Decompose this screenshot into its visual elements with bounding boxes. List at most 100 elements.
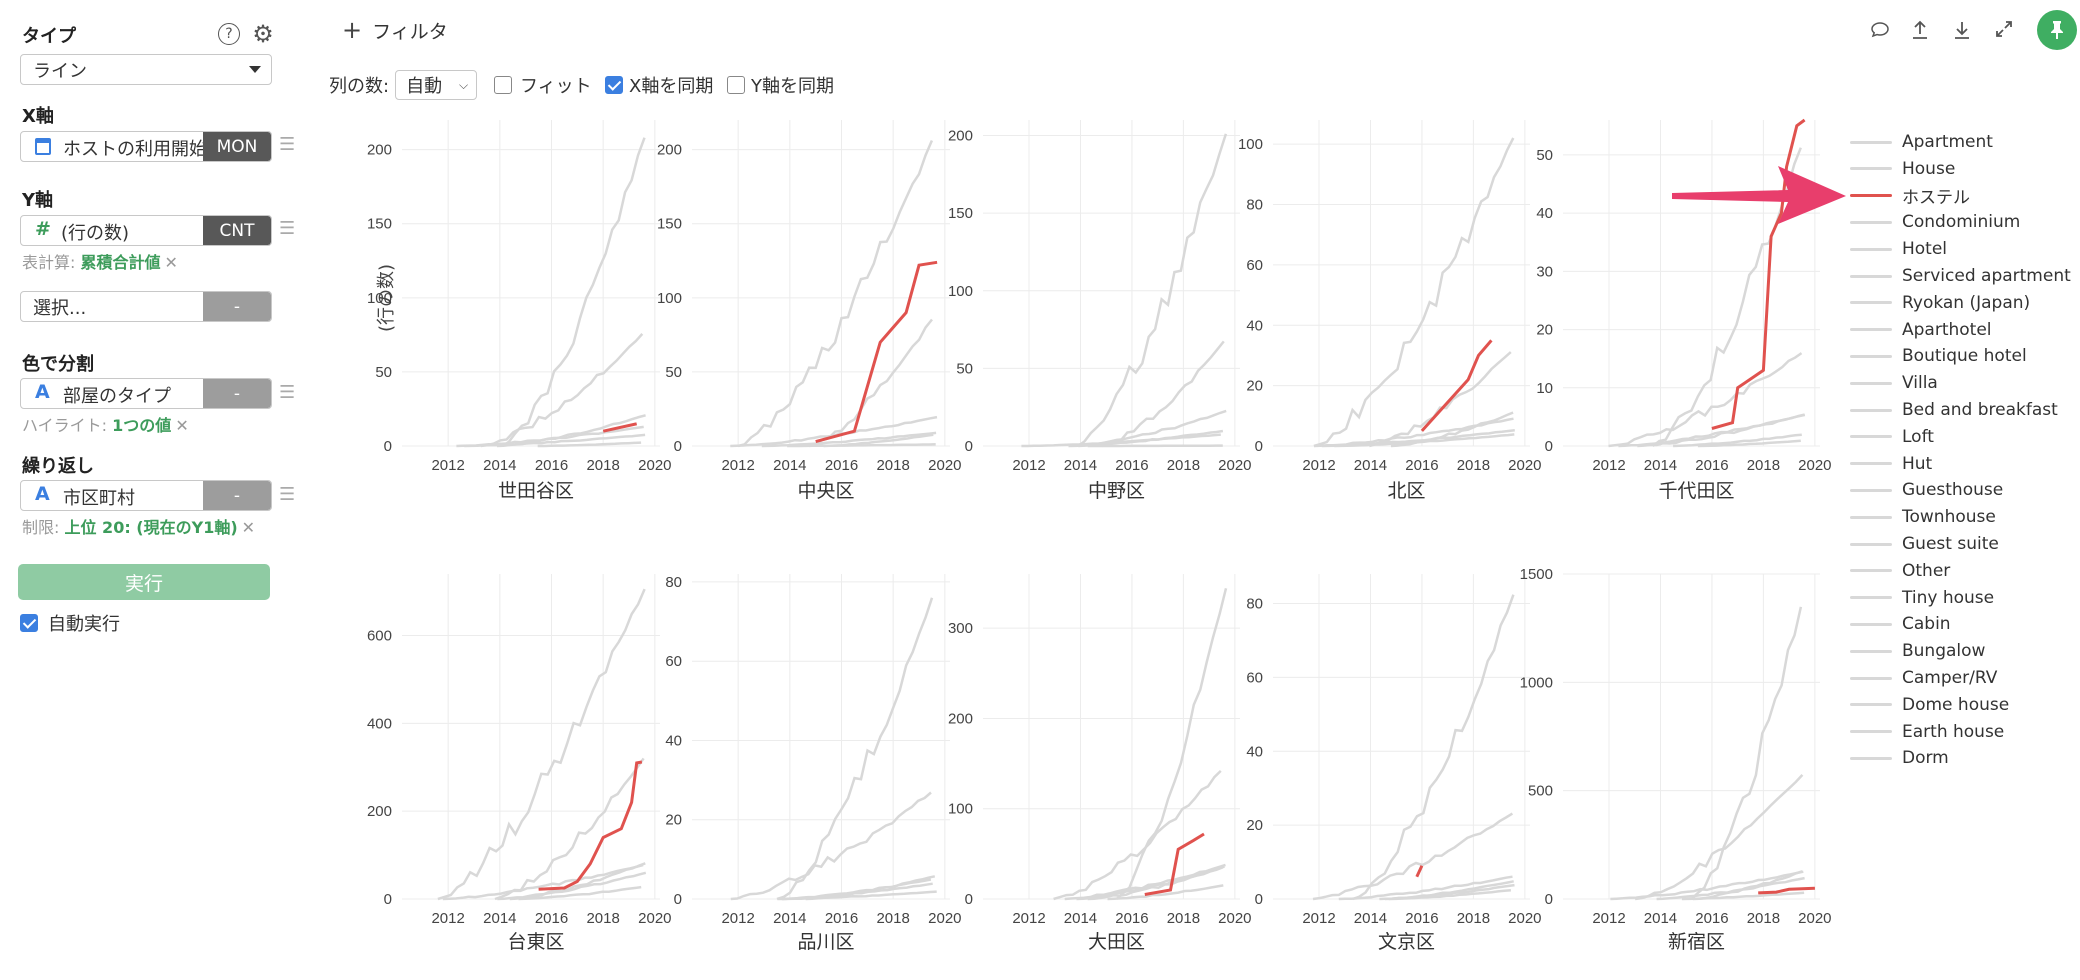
panel-title: 千代田区 [1658, 480, 1734, 502]
download-icon[interactable] [1952, 19, 1972, 41]
close-icon[interactable]: ✕ [175, 416, 189, 435]
series-line-hostel [1420, 339, 1493, 432]
color-split-button[interactable]: - [203, 379, 271, 408]
series-line-other [761, 431, 937, 448]
legend-swatch [1850, 274, 1892, 278]
fit-checkbox[interactable] [494, 76, 512, 94]
highlight-value[interactable]: 1つの値 [112, 416, 172, 435]
fit-checkbox-row[interactable]: フィット [494, 70, 592, 100]
legend-item[interactable]: Guest suite [1850, 533, 1999, 555]
legend-item[interactable]: Villa [1850, 372, 1938, 394]
legend-item[interactable]: Townhouse [1850, 506, 1996, 528]
x-tick-label: 2020 [928, 457, 961, 474]
run-button[interactable]: 実行 [18, 564, 270, 600]
columns-select[interactable]: 自動 ⌵ [395, 70, 478, 100]
close-icon[interactable]: ✕ [164, 253, 178, 272]
xaxis-aggregation-button[interactable]: MON [203, 132, 271, 161]
sync-x-checkbox-row[interactable]: X軸を同期 [605, 70, 713, 100]
legend-label: Aparthotel [1902, 319, 1992, 340]
x-tick-label: 2016 [1695, 457, 1728, 474]
y-tick-label: 0 [1255, 891, 1263, 908]
x-tick-label: 2012 [1592, 457, 1625, 474]
series-line-hostel [1711, 118, 1806, 430]
legend-item[interactable]: Bed and breakfast [1850, 399, 2058, 421]
extra-select-button[interactable]: - [203, 292, 271, 321]
legend-item[interactable]: Other [1850, 560, 1950, 582]
y-tick-label: 20 [665, 812, 682, 829]
legend-item[interactable]: Serviced apartment [1850, 265, 2071, 287]
legend-item[interactable]: Tiny house [1850, 587, 1994, 609]
x-tick-label: 2020 [1508, 910, 1541, 927]
xaxis-field[interactable]: ホストの利用開始日 MON [20, 131, 272, 162]
legend-label: ホステル [1902, 188, 1970, 209]
filter-button[interactable]: + フィルタ [342, 16, 448, 44]
x-tick-label: 2014 [483, 910, 516, 927]
legend-item[interactable]: Camper/RV [1850, 667, 1997, 689]
extra-select-value: 選択... [33, 297, 87, 319]
legend-label: Serviced apartment [1902, 266, 2071, 286]
legend-item[interactable]: Guesthouse [1850, 479, 2003, 501]
legend-item[interactable]: ホステル [1850, 185, 1970, 209]
y-tick-label: 500 [1528, 783, 1553, 800]
sync-x-checkbox[interactable] [605, 76, 623, 94]
series-line-other [823, 433, 934, 448]
legend-item[interactable]: Cabin [1850, 613, 1951, 635]
legend-item[interactable]: Aparthotel [1850, 319, 1992, 341]
legend-item[interactable]: Loft [1850, 426, 1934, 448]
y-tick-label: 10 [1536, 380, 1553, 397]
gear-icon[interactable]: ⚙ [252, 20, 274, 48]
pin-button[interactable] [2037, 10, 2077, 50]
series-line-other [1087, 866, 1224, 901]
legend-label: Hotel [1902, 239, 1948, 260]
yaxis-aggregation-button[interactable]: CNT [203, 216, 271, 245]
legend-item[interactable]: Boutique hotel [1850, 345, 2027, 367]
help-icon[interactable]: ? [218, 23, 240, 45]
sync-y-checkbox-row[interactable]: Y軸を同期 [727, 70, 834, 100]
legend-item[interactable]: Bungalow [1850, 640, 1985, 662]
x-tick-label: 2016 [535, 910, 568, 927]
legend-item[interactable]: Hotel [1850, 238, 1947, 260]
yaxis-field[interactable]: # (行の数) CNT [20, 215, 272, 246]
yaxis-calc-value[interactable]: 累積合計値 [80, 253, 161, 272]
expand-icon[interactable] [1994, 19, 2014, 39]
extra-select-field[interactable]: 選択... - [20, 291, 272, 322]
sync-y-checkbox[interactable] [727, 76, 745, 94]
limit-value[interactable]: 上位 20: (現在のY1軸) [64, 518, 238, 537]
legend-item[interactable]: Dome house [1850, 694, 2009, 716]
color-split-menu-icon[interactable]: ☰ [279, 382, 296, 403]
repeat-menu-icon[interactable]: ☰ [279, 484, 296, 505]
comment-icon[interactable] [1870, 20, 1890, 40]
legend-swatch [1850, 676, 1892, 680]
auto-run-checkbox-row[interactable]: 自動実行 [20, 610, 120, 636]
series-line-hostel [1758, 886, 1815, 895]
type-select[interactable]: ライン [20, 54, 272, 85]
series-line-other [1656, 876, 1805, 901]
y-tick-label: 60 [1246, 257, 1263, 274]
y-tick-label: 30 [1536, 263, 1553, 280]
upload-icon[interactable] [1910, 19, 1930, 41]
legend-item[interactable]: Apartment [1850, 131, 1993, 153]
legend-item[interactable]: Condominium [1850, 211, 2020, 233]
series-line-hostel [1415, 865, 1424, 878]
close-icon[interactable]: ✕ [241, 518, 256, 537]
legend-label: Other [1902, 560, 1951, 581]
series-line-other [787, 443, 936, 448]
x-tick-label: 2020 [1798, 457, 1831, 474]
legend-item[interactable]: Dorm [1850, 747, 1949, 769]
auto-run-checkbox[interactable] [20, 614, 38, 632]
legend-label: Guesthouse [1902, 480, 2004, 501]
xaxis-menu-icon[interactable]: ☰ [279, 134, 296, 155]
repeat-button[interactable]: - [203, 481, 271, 510]
repeat-field[interactable]: A 市区町村 - [20, 480, 272, 511]
legend-item[interactable]: Ryokan (Japan) [1850, 292, 2030, 314]
legend-swatch [1850, 354, 1892, 358]
yaxis-menu-icon[interactable]: ☰ [279, 218, 296, 239]
series-line-other [442, 863, 644, 901]
color-split-field[interactable]: A 部屋のタイプ - [20, 378, 272, 409]
legend-item[interactable]: Earth house [1850, 721, 2004, 743]
legend-item[interactable]: House [1850, 158, 1955, 180]
legend-item[interactable]: Hut [1850, 453, 1932, 475]
legend-label: Ryokan (Japan) [1902, 292, 2031, 313]
legend-label: Townhouse [1902, 507, 1996, 528]
